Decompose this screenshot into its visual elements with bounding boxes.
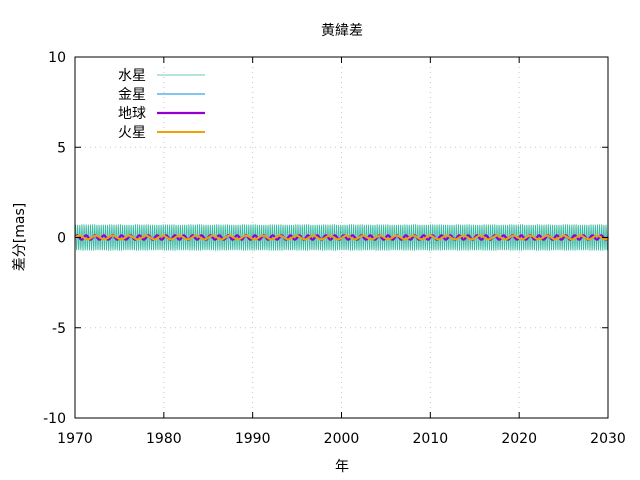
legend-label: 水星 [118, 68, 146, 84]
legend-label: 金星 [118, 87, 146, 103]
legend-label: 地球 [118, 106, 146, 122]
chart-title: 黄緯差 [321, 22, 363, 39]
y-tick-label: -10 [43, 411, 66, 427]
legend-label: 火星 [118, 125, 146, 141]
y-axis-label: 差分[mas] [12, 203, 28, 271]
y-tick-label: 10 [48, 50, 66, 66]
x-tick-label: 2030 [590, 431, 626, 447]
x-axis-label: 年 [335, 459, 349, 475]
x-tick-label: 2000 [324, 431, 360, 447]
series-layer [74, 223, 609, 252]
series-line [74, 234, 609, 241]
ticks: 1970 1980 1990 2000 2010 2020 2030 10 5 0 -5 -10 [43, 50, 626, 447]
x-tick-label: 2010 [413, 431, 449, 447]
x-tick-label: 1970 [57, 431, 93, 447]
x-tick-label: 1990 [235, 431, 271, 447]
y-tick-label: -5 [52, 321, 66, 337]
series-line [74, 223, 609, 252]
y-tick-label: 0 [57, 231, 66, 247]
y-tick-label: 5 [57, 140, 66, 156]
x-tick-label: 1980 [146, 431, 182, 447]
x-tick-label: 2020 [501, 431, 537, 447]
